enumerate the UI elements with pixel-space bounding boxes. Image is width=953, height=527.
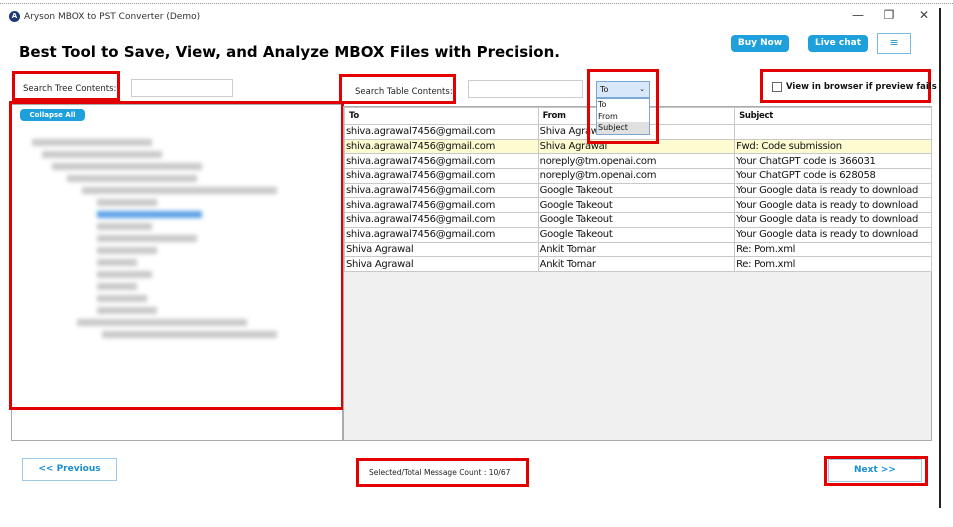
cell-to: shiva.agrawal7456@gmail.com xyxy=(344,138,539,155)
folder-tree-panel xyxy=(11,104,343,441)
cell-from: Google Takeout xyxy=(537,182,736,199)
tree-item[interactable] xyxy=(97,211,202,218)
table-row[interactable]: shiva.agrawal7456@gmail.com Google Takeou… xyxy=(344,182,932,199)
column-header-subject[interactable]: Subject xyxy=(734,107,932,125)
tree-item[interactable] xyxy=(32,139,152,146)
page-heading: Best Tool to Save, View, and Analyze MBO… xyxy=(19,43,560,61)
cell-subject: Your ChatGPT code is 366031 xyxy=(734,153,932,170)
next-button[interactable]: Next >> xyxy=(828,459,922,482)
search-table-label: Search Table Contents: xyxy=(355,87,453,97)
cell-to: Shiva Agrawal xyxy=(344,256,539,272)
cell-subject xyxy=(734,124,932,140)
dropdown-option-to[interactable]: To xyxy=(598,100,607,109)
cell-from: Ankit Tomar xyxy=(537,241,736,258)
cell-to: shiva.agrawal7456@gmail.com xyxy=(344,153,539,170)
dropdown-options-list: To From Subject xyxy=(596,98,650,135)
cell-subject: Your Google data is ready to download xyxy=(734,212,932,228)
cell-subject: Re: Pom.xml xyxy=(734,256,932,272)
previous-button[interactable]: << Previous xyxy=(22,458,117,481)
highlight-box xyxy=(339,74,456,104)
buy-now-button[interactable]: Buy Now xyxy=(731,35,789,52)
highlight-box xyxy=(12,71,120,101)
cell-from: Google Takeout xyxy=(537,197,736,214)
cell-from: Google Takeout xyxy=(537,212,736,228)
cell-to: shiva.agrawal7456@gmail.com xyxy=(344,182,539,199)
table-row[interactable]: shiva.agrawal7456@gmail.com noreply@tm.op… xyxy=(344,153,932,170)
table-row[interactable]: shiva.agrawal7456@gmail.com Shiva Agrawal… xyxy=(344,138,932,155)
search-tree-label: Search Tree Contents: xyxy=(23,84,117,94)
cell-from: noreply@tm.openai.com xyxy=(537,168,736,184)
message-table: To From Subject shiva.agrawal7456@gmail.… xyxy=(343,106,932,441)
cell-to: shiva.agrawal7456@gmail.com xyxy=(344,226,539,243)
table-filter-dropdown[interactable]: To ⌄ xyxy=(596,81,650,98)
cell-subject: Your Google data is ready to download xyxy=(734,226,932,243)
tree-item[interactable] xyxy=(97,283,137,290)
close-button[interactable]: ✕ xyxy=(918,8,930,22)
dropdown-option-from[interactable]: From xyxy=(598,111,618,121)
table-row[interactable]: shiva.agrawal7456@gmail.com Google Takeou… xyxy=(344,197,932,214)
message-count: Selected/Total Message Count : 10/67 xyxy=(369,468,511,477)
highlight-box xyxy=(9,101,344,410)
window-border xyxy=(939,8,941,508)
highlight-box xyxy=(760,69,931,103)
table-row[interactable]: shiva.agrawal7456@gmail.com Google Takeou… xyxy=(344,226,932,243)
dropdown-selected-value: To xyxy=(600,85,609,94)
cell-subject: Your ChatGPT code is 628058 xyxy=(734,168,932,184)
tree-item[interactable] xyxy=(97,259,137,266)
table-row[interactable]: shiva.agrawal7456@gmail.com noreply@tm.op… xyxy=(344,168,932,184)
tree-item[interactable] xyxy=(102,331,277,338)
maximize-button[interactable]: ❐ xyxy=(883,8,895,22)
cell-from: noreply@tm.openai.com xyxy=(537,153,736,170)
tree-item[interactable] xyxy=(52,163,202,170)
cell-subject: Re: Pom.xml xyxy=(734,241,932,258)
table-row[interactable]: Shiva Agrawal Ankit Tomar Re: Pom.xml xyxy=(344,256,932,272)
cell-subject: Your Google data is ready to download xyxy=(734,197,932,214)
highlight-box xyxy=(587,69,659,144)
dropdown-option-subject[interactable]: Subject xyxy=(597,122,649,134)
tree-item[interactable] xyxy=(97,307,157,314)
top-divider xyxy=(0,3,953,4)
tree-item[interactable] xyxy=(67,175,197,182)
live-chat-button[interactable]: Live chat xyxy=(808,35,868,52)
view-in-browser-checkbox[interactable] xyxy=(772,82,782,92)
tree-item[interactable] xyxy=(82,187,277,194)
tree-item[interactable] xyxy=(97,199,157,206)
highlight-box xyxy=(824,456,928,486)
cell-subject: Fwd: Code submission xyxy=(734,138,932,155)
table-row[interactable]: shiva.agrawal7456@gmail.com Google Takeou… xyxy=(344,212,932,228)
cell-to: shiva.agrawal7456@gmail.com xyxy=(344,124,539,140)
column-header-to[interactable]: To xyxy=(344,107,539,125)
window-title: Aryson MBOX to PST Converter (Demo) xyxy=(24,12,201,22)
tree-item[interactable] xyxy=(77,319,247,326)
cell-subject: Your Google data is ready to download xyxy=(734,182,932,199)
cell-to: shiva.agrawal7456@gmail.com xyxy=(344,197,539,214)
cell-from: Ankit Tomar xyxy=(537,256,736,272)
cell-from: Google Takeout xyxy=(537,226,736,243)
tree-item[interactable] xyxy=(97,295,147,302)
collapse-all-button[interactable]: Collapse All xyxy=(20,109,85,121)
tree-item[interactable] xyxy=(97,247,157,254)
menu-button[interactable]: ≡ xyxy=(877,33,911,54)
tree-item[interactable] xyxy=(97,223,152,230)
app-logo-icon: A xyxy=(9,11,20,22)
cell-to: shiva.agrawal7456@gmail.com xyxy=(344,212,539,228)
view-in-browser-label: View in browser if preview fails xyxy=(786,82,937,92)
tree-item[interactable] xyxy=(97,235,197,242)
cell-to: Shiva Agrawal xyxy=(344,241,539,258)
minimize-button[interactable]: — xyxy=(852,8,864,22)
search-tree-input[interactable] xyxy=(131,79,233,97)
tree-item[interactable] xyxy=(97,271,152,278)
chevron-down-icon: ⌄ xyxy=(639,85,645,93)
cell-to: shiva.agrawal7456@gmail.com xyxy=(344,168,539,184)
tree-item[interactable] xyxy=(42,151,162,158)
highlight-box xyxy=(356,458,529,487)
table-row[interactable]: Shiva Agrawal Ankit Tomar Re: Pom.xml xyxy=(344,241,932,258)
search-table-input[interactable] xyxy=(468,80,583,98)
